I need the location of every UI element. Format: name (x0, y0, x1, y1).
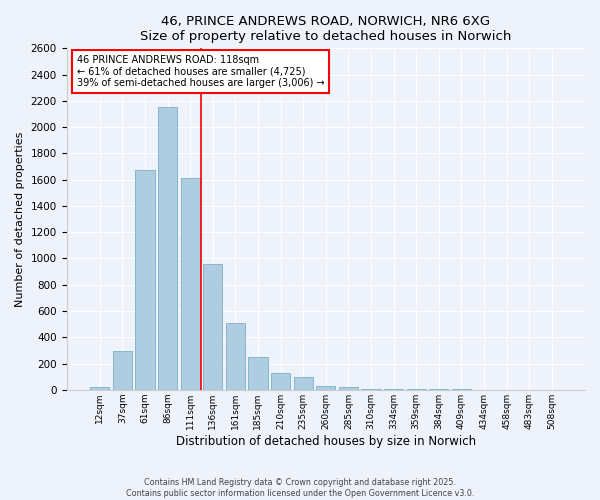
Bar (429, 389, 448, 390)
Y-axis label: Number of detached properties: Number of detached properties (15, 132, 25, 306)
Bar (271, 372, 290, 390)
Title: 46, PRINCE ANDREWS ROAD, NORWICH, NR6 6XG
Size of property relative to detached : 46, PRINCE ANDREWS ROAD, NORWICH, NR6 6X… (140, 15, 511, 43)
Bar (181, 178, 200, 390)
Bar (316, 386, 335, 390)
Bar (407, 389, 426, 390)
Bar (293, 376, 313, 390)
Bar (136, 170, 155, 390)
Text: Contains HM Land Registry data © Crown copyright and database right 2025.
Contai: Contains HM Land Registry data © Crown c… (126, 478, 474, 498)
Bar (158, 108, 177, 390)
Bar (384, 389, 403, 390)
Text: 46 PRINCE ANDREWS ROAD: 118sqm
← 61% of detached houses are smaller (4,725)
39% : 46 PRINCE ANDREWS ROAD: 118sqm ← 61% of … (77, 55, 325, 88)
Bar (248, 357, 268, 390)
Bar (113, 351, 132, 390)
Bar (90, 387, 109, 390)
Bar (203, 264, 223, 390)
Bar (361, 389, 380, 390)
Bar (226, 323, 245, 390)
Bar (339, 386, 358, 390)
X-axis label: Distribution of detached houses by size in Norwich: Distribution of detached houses by size … (176, 434, 476, 448)
